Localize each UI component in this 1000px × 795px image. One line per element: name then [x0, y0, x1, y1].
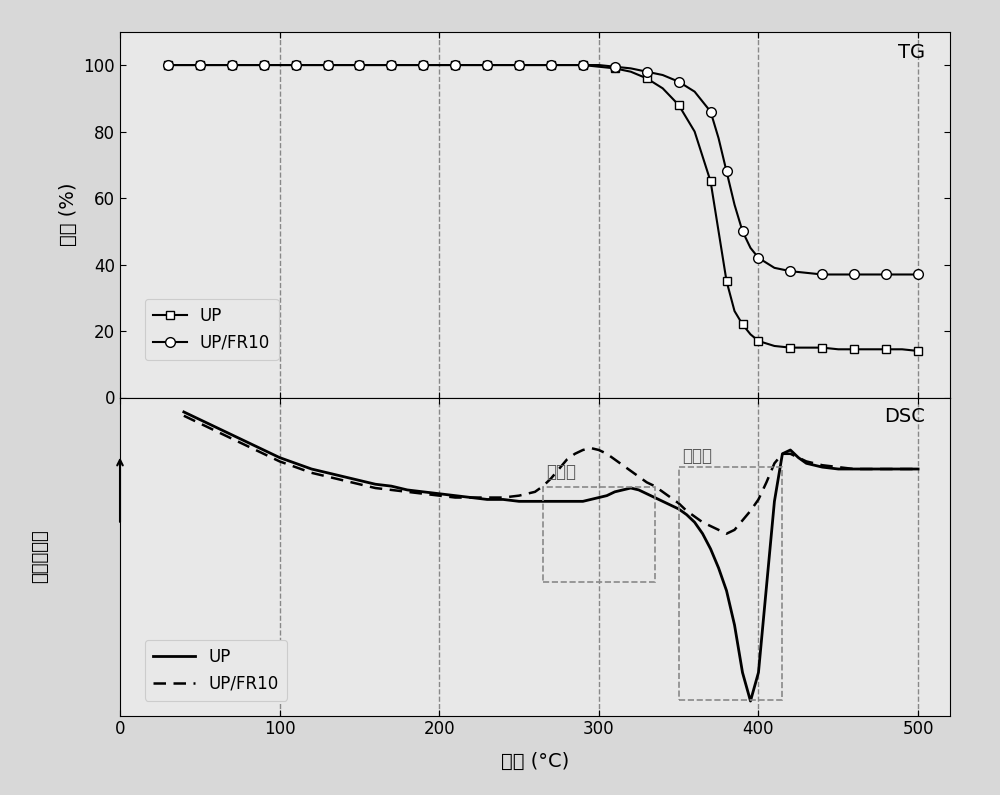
Text: 向上为放热: 向上为放热 [31, 529, 49, 584]
Bar [679, 467, 782, 700]
UP [401, 60, 413, 70]
UP [912, 346, 924, 355]
Text: DSC: DSC [884, 407, 925, 426]
Text: 温度 (°C): 温度 (°C) [501, 752, 569, 771]
Line: UP/FR10: UP/FR10 [163, 60, 923, 279]
Y-axis label: 质量 (%): 质量 (%) [59, 183, 78, 246]
UP/FR10 [721, 167, 733, 176]
UP/FR10 [162, 60, 174, 70]
UP/FR10 [337, 60, 349, 70]
Bar [543, 487, 655, 582]
UP/FR10 [816, 270, 828, 279]
UP [689, 126, 701, 136]
Line: UP: UP [164, 61, 922, 355]
Text: TG: TG [898, 43, 925, 62]
UP/FR10 [896, 270, 908, 279]
UP/FR10 [401, 60, 413, 70]
UP [896, 344, 908, 354]
UP [721, 277, 733, 286]
Text: 分解峰: 分解峰 [682, 447, 712, 465]
Legend: UP, UP/FR10: UP, UP/FR10 [145, 299, 279, 360]
UP/FR10 [689, 87, 701, 96]
Legend: UP, UP/FR10: UP, UP/FR10 [145, 640, 287, 701]
UP [337, 60, 349, 70]
Text: 交联峰: 交联峰 [546, 463, 576, 481]
UP [162, 60, 174, 70]
UP/FR10 [417, 60, 429, 70]
UP/FR10 [912, 270, 924, 279]
UP [417, 60, 429, 70]
